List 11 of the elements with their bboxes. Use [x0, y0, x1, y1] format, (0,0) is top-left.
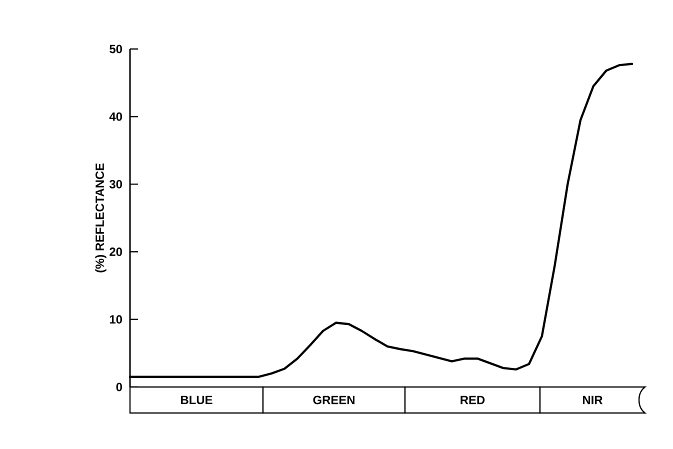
text: RED — [460, 396, 485, 404]
y-axis-title: (%) REFLECTANCE — [95, 163, 106, 272]
y-tick-label: 0 — [116, 382, 122, 392]
text: BLUE — [181, 396, 212, 404]
y-tick-label: 30 — [109, 180, 122, 188]
y-tick-label: 20 — [110, 248, 122, 256]
text: GREEN — [313, 396, 354, 404]
text: NIR — [583, 396, 603, 404]
y-tick-label: 50 — [110, 44, 122, 54]
y-tick-label: 10 — [110, 315, 122, 324]
y-tick-label: 40 — [109, 112, 122, 121]
